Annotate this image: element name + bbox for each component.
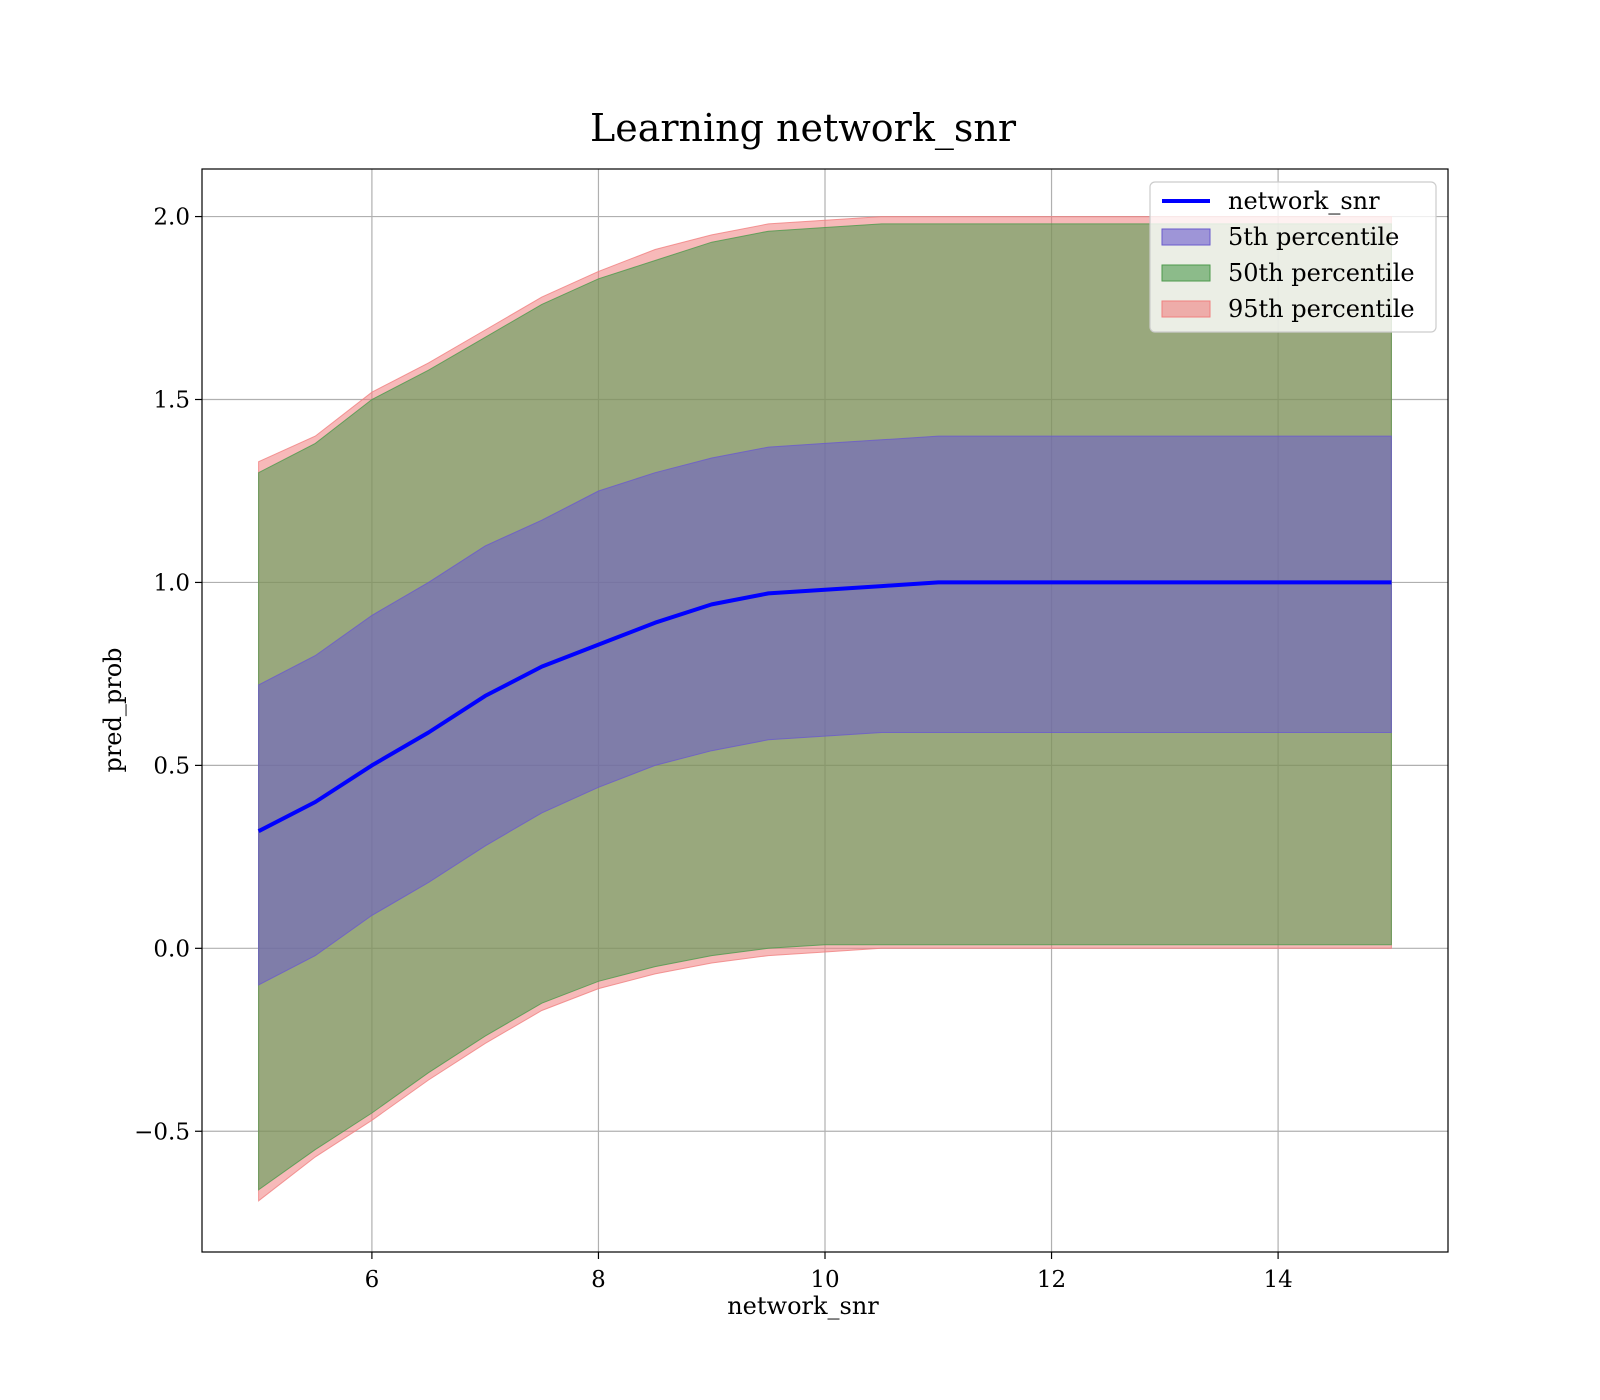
confidence-bands (258, 216, 1392, 1202)
x-tick-label: 12 (1037, 1267, 1066, 1293)
legend-label: network_snr (1228, 187, 1380, 215)
legend-label: 50th percentile (1228, 259, 1415, 287)
band-5th-percentile (258, 435, 1392, 986)
x-axis-label: network_snr (727, 1292, 879, 1320)
legend-box (1149, 181, 1437, 333)
y-tick-label: 1.0 (153, 570, 190, 596)
series-line-network_snr (257, 580, 1392, 833)
legend-patch-swatch (1161, 300, 1211, 318)
x-tick-label: 14 (1263, 1267, 1292, 1293)
legend-label: 5th percentile (1228, 223, 1399, 251)
y-tick-label: 2.0 (153, 205, 190, 231)
y-tick-label: 0.5 (153, 753, 190, 779)
y-tick-label: 1.5 (153, 388, 190, 414)
y-axis-label: pred_prob (99, 647, 127, 772)
data-lines (257, 580, 1392, 833)
legend-label: 95th percentile (1228, 295, 1415, 323)
x-tick-label: 6 (365, 1267, 380, 1293)
legend-patch-swatch (1161, 228, 1211, 246)
x-tick-label: 10 (810, 1267, 839, 1293)
axis-ticks: 6 8 10 12 14 −0.5 0.0 0.5 1.0 1.5 2.0 (134, 205, 1293, 1293)
legend: network_snr 5th percentile 50th percentile… (1149, 181, 1437, 333)
chart-title: Learning network_snr (590, 106, 1017, 151)
x-tick-label: 8 (591, 1267, 606, 1293)
y-tick-label: −0.5 (134, 1119, 190, 1145)
y-tick-label: 0.0 (153, 936, 190, 962)
legend-patch-swatch (1161, 264, 1211, 282)
